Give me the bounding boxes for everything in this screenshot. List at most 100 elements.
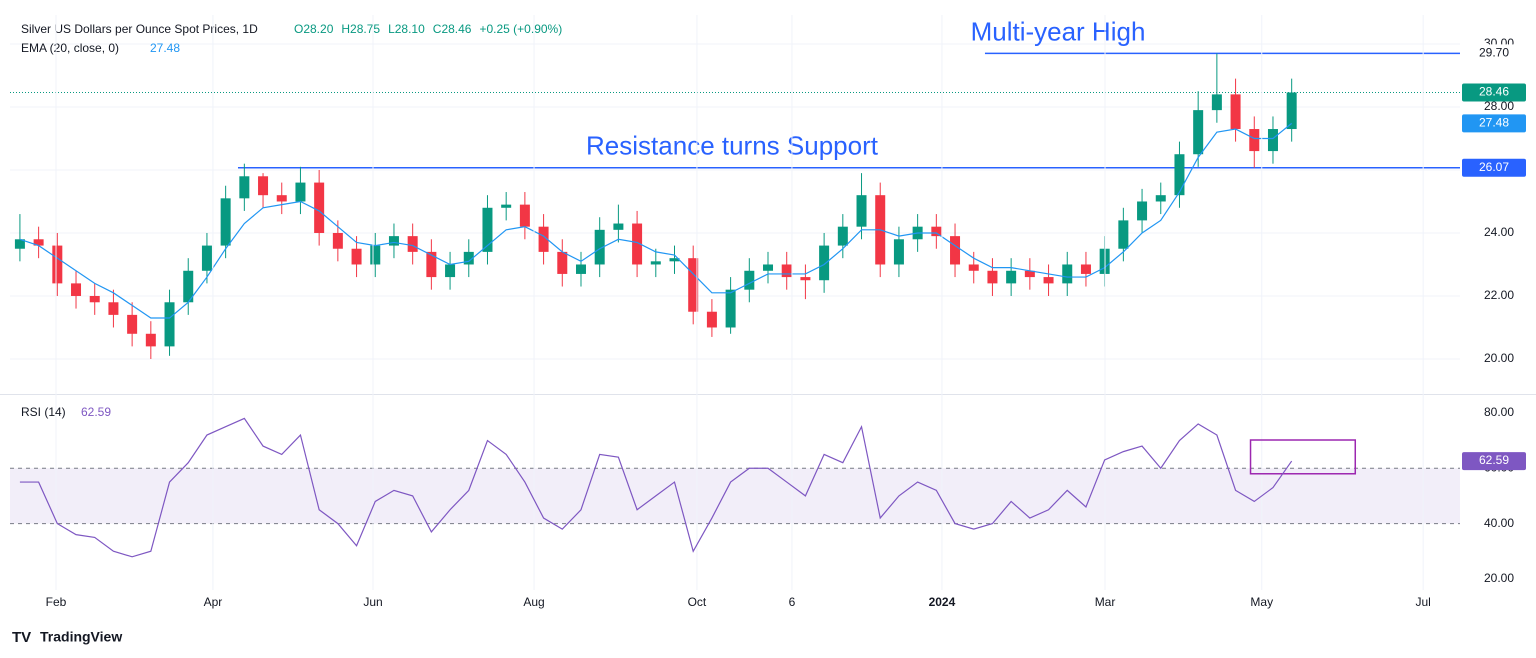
header-value: +0.25 (+0.90%)	[479, 22, 562, 36]
x-tick-label: May	[1250, 595, 1273, 609]
price-badge-label: 26.07	[1479, 160, 1509, 174]
price-badge	[1462, 114, 1526, 133]
header-value: O28.20	[294, 22, 334, 36]
candle-body	[501, 204, 512, 208]
annotation-text: Resistance turns Support	[586, 131, 879, 161]
annotation-box	[1249, 439, 1357, 475]
candle-body	[893, 239, 904, 265]
header-value: C28.46	[433, 22, 472, 36]
candle-body	[950, 236, 961, 265]
annotation-text: Multi-year High	[971, 16, 1146, 46]
candle-body	[669, 258, 680, 262]
y-tick-label: 40.00	[1484, 516, 1514, 530]
header-value: H28.75	[341, 22, 380, 36]
candle-body	[482, 207, 493, 252]
price-badge	[1462, 158, 1526, 177]
candle-body	[931, 226, 942, 237]
candle-body	[445, 264, 456, 278]
candle-body	[800, 277, 811, 281]
price-badge	[1462, 83, 1526, 102]
price-badge-label: 28.46	[1479, 85, 1509, 99]
candle-body	[295, 182, 306, 202]
candle-body	[1006, 270, 1017, 284]
candle-body	[33, 239, 44, 246]
candle-body	[557, 251, 568, 274]
candle-body	[276, 195, 287, 202]
x-tick-label: Jun	[363, 595, 382, 609]
price-badge-label: 62.59	[1479, 453, 1509, 467]
candle-body	[594, 229, 605, 265]
candle-body	[1062, 264, 1073, 284]
x-tick-label: 6	[789, 595, 796, 609]
candle-body	[351, 248, 362, 265]
y-tick-label: 80.00	[1484, 405, 1514, 419]
candle-body	[1249, 129, 1260, 152]
legend-value: 27.48	[150, 41, 180, 55]
candle-body	[108, 302, 119, 315]
candle-body	[239, 176, 250, 199]
footer-brand: TradingView	[40, 629, 122, 645]
candle-body	[706, 311, 717, 328]
candle-body	[370, 245, 381, 265]
y-tick-label: 20.00	[1484, 571, 1514, 585]
ema-line	[19, 122, 1293, 319]
price-badge	[1462, 452, 1526, 471]
legend-value: 62.59	[81, 405, 111, 419]
candle-body	[725, 289, 736, 328]
candle-body	[145, 333, 156, 347]
y-tick-label: 24.00	[1484, 225, 1514, 239]
candle-body	[519, 204, 530, 227]
x-tick-label: Mar	[1095, 595, 1116, 609]
candle-body	[613, 223, 624, 230]
candle-body	[1230, 94, 1241, 130]
candle-body	[1155, 195, 1166, 202]
candle-body	[538, 226, 549, 252]
candle-body	[968, 264, 979, 271]
candle-body	[632, 223, 643, 265]
candle-body	[1193, 110, 1204, 155]
candle-body	[819, 245, 830, 281]
candle-body	[388, 236, 399, 246]
candle-body	[220, 198, 231, 246]
y-tick-label: 22.00	[1484, 288, 1514, 302]
y-tick-label: 20.00	[1484, 351, 1514, 365]
candle-body	[763, 264, 774, 271]
candle-body	[744, 270, 755, 290]
x-tick-label: Feb	[46, 595, 67, 609]
legend-label: EMA (20, close, 0)	[21, 41, 119, 55]
candle-body	[1043, 277, 1054, 284]
candle-body	[781, 264, 792, 278]
candle-body	[52, 245, 63, 284]
rsi-band	[10, 468, 1460, 524]
candle-body	[201, 245, 212, 271]
rsi-line	[19, 417, 1293, 558]
candle-body	[1118, 220, 1129, 249]
candle-body	[258, 176, 269, 196]
candle-body	[837, 226, 848, 246]
candle-body	[183, 270, 194, 303]
x-tick-label: Oct	[688, 595, 707, 609]
candle-body	[688, 258, 699, 312]
candle-body	[164, 302, 175, 347]
price-badge-label: 27.48	[1479, 116, 1509, 130]
candle-body	[89, 295, 100, 303]
candle-body	[1211, 94, 1222, 111]
candle-body	[987, 270, 998, 284]
candle-body	[332, 232, 343, 249]
x-tick-label: Jul	[1415, 595, 1430, 609]
candle-body	[127, 314, 138, 334]
legend-label: RSI (14)	[21, 405, 66, 419]
x-tick-label: Aug	[523, 595, 544, 609]
price-badge-label: 29.70	[1479, 46, 1509, 60]
candle-body	[463, 251, 474, 265]
candle-body	[314, 182, 325, 233]
candle-body	[407, 236, 418, 252]
y-tick-label: 28.00	[1484, 99, 1514, 113]
candle-body	[1286, 92, 1297, 130]
candle-body	[1174, 154, 1185, 196]
x-tick-label: Apr	[204, 595, 223, 609]
candle-body	[650, 261, 661, 265]
footer-logo: TV	[12, 629, 31, 646]
